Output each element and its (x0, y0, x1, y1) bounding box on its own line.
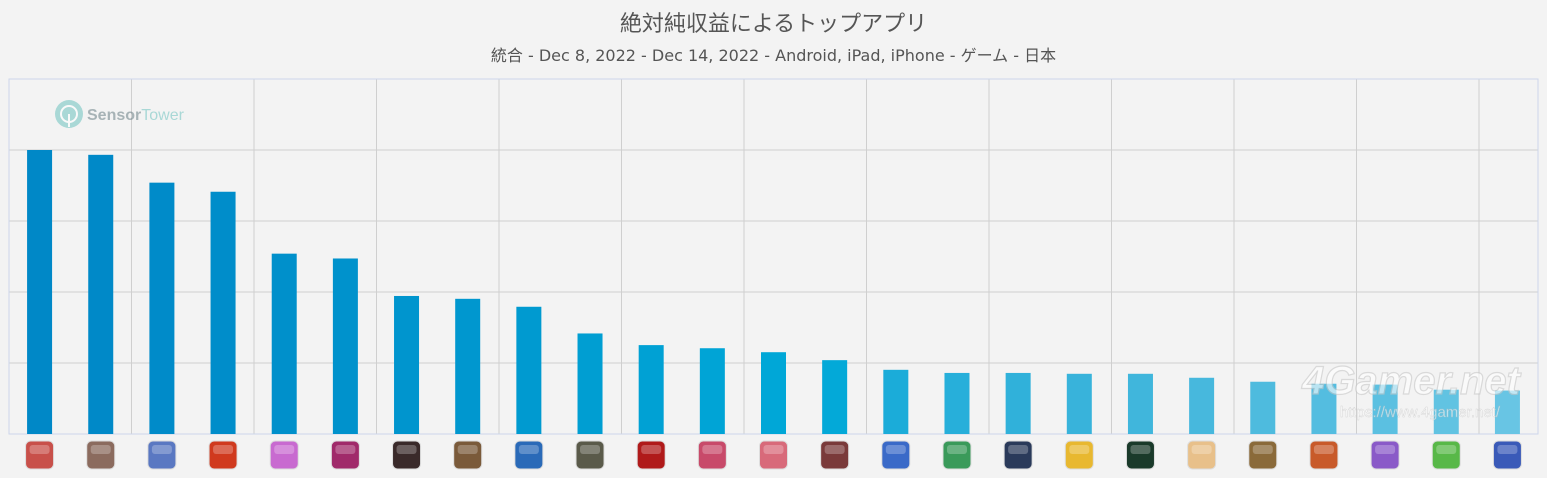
gridlines (9, 79, 1538, 434)
app-icon[interactable] (1370, 440, 1400, 470)
app-icon[interactable] (575, 440, 605, 470)
bar[interactable] (1372, 384, 1398, 434)
app-icon[interactable] (820, 440, 850, 470)
app-icon[interactable] (636, 440, 666, 470)
fourgamer-url-text: https://www.4gamer.net/ (1340, 404, 1501, 421)
bar[interactable] (883, 369, 909, 434)
app-icon[interactable] (1309, 440, 1339, 470)
bar[interactable] (88, 154, 114, 434)
bar[interactable] (516, 306, 542, 434)
app-icon[interactable] (881, 440, 911, 470)
bar[interactable] (1494, 390, 1520, 434)
bar[interactable] (332, 258, 358, 434)
app-icon[interactable] (208, 440, 238, 470)
bar[interactable] (271, 253, 297, 434)
app-icon[interactable] (1003, 440, 1033, 470)
app-icons (25, 440, 1522, 470)
bar[interactable] (27, 150, 53, 434)
app-icon[interactable] (147, 440, 177, 470)
fourgamer-watermark: 4Gamer.net https://www.4gamer.net/ (1301, 358, 1523, 421)
app-icon[interactable] (697, 440, 727, 470)
bar[interactable] (455, 298, 481, 434)
sensor-tower-text: SensorTower (87, 107, 185, 124)
bar[interactable] (761, 352, 786, 434)
app-icon[interactable] (759, 440, 788, 470)
bar[interactable] (210, 191, 236, 434)
bar[interactable] (394, 295, 420, 434)
bar[interactable] (1005, 372, 1031, 434)
bar[interactable] (149, 182, 175, 434)
app-icon[interactable] (392, 440, 422, 470)
bar[interactable] (1189, 377, 1215, 434)
app-icon[interactable] (1064, 440, 1094, 470)
bar[interactable] (638, 345, 664, 434)
bar[interactable] (944, 372, 970, 434)
bar[interactable] (1066, 373, 1092, 434)
bar[interactable] (699, 348, 725, 434)
bar[interactable] (577, 333, 603, 434)
bar[interactable] (822, 360, 848, 434)
app-icon[interactable] (86, 440, 116, 470)
chart-title: 絶対純収益によるトップアプリ (619, 12, 928, 37)
app-icon[interactable] (269, 440, 299, 470)
chart-subtitle: 統合 - Dec 8, 2022 - Dec 14, 2022 - Androi… (490, 46, 1057, 65)
bar[interactable] (1250, 381, 1276, 434)
app-icon[interactable] (1125, 440, 1155, 470)
app-icon[interactable] (514, 440, 544, 470)
app-icon[interactable] (942, 440, 972, 470)
app-icon[interactable] (330, 440, 360, 470)
app-icon[interactable] (1492, 440, 1522, 470)
bar[interactable] (1127, 373, 1153, 434)
fourgamer-logo-text: 4Gamer.net (1301, 359, 1522, 403)
app-icon[interactable] (1248, 440, 1278, 470)
sensor-tower-logo: SensorTower (55, 100, 185, 128)
bar[interactable] (1433, 389, 1459, 434)
app-icon[interactable] (1187, 440, 1217, 470)
app-icon[interactable] (25, 440, 55, 470)
app-icon[interactable] (453, 440, 483, 470)
app-icon[interactable] (1431, 440, 1461, 470)
bars (27, 150, 1520, 434)
bar[interactable] (1311, 383, 1337, 434)
